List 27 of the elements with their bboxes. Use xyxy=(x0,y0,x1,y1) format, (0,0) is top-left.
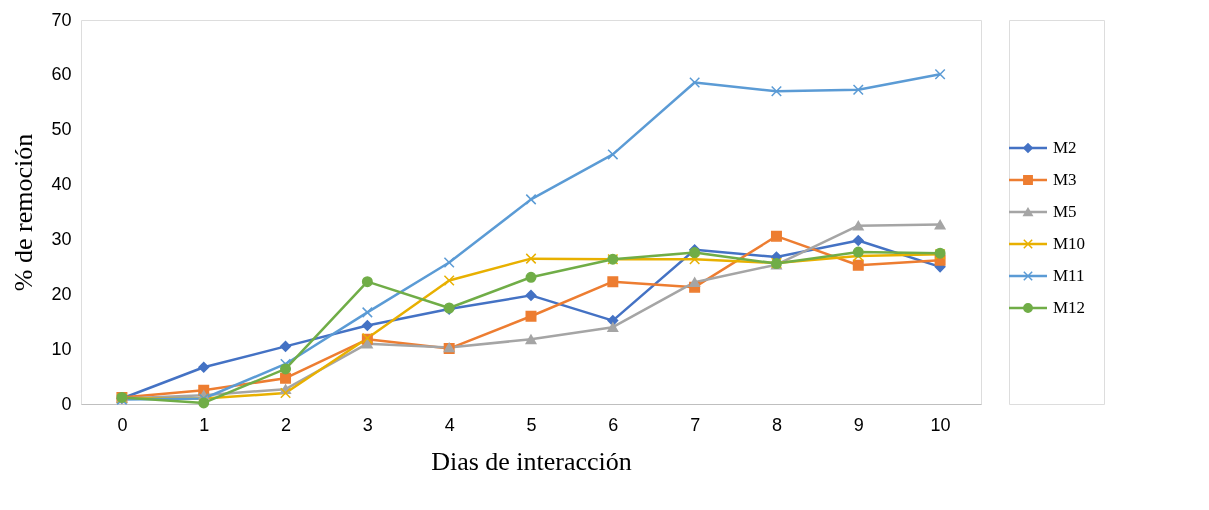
x-tick-label: 8 xyxy=(771,414,782,435)
y-tick-label: 70 xyxy=(51,9,72,30)
x-tick-label: 0 xyxy=(117,414,128,435)
legend-label: M12 xyxy=(1053,298,1086,317)
y-tick-label: 50 xyxy=(51,119,72,140)
x-tick-label: 3 xyxy=(362,414,373,435)
y-tick-label: 40 xyxy=(51,174,72,195)
y-tick-label: 0 xyxy=(61,393,72,414)
x-tick-label: 9 xyxy=(853,414,864,435)
y-tick-label: 30 xyxy=(51,228,72,249)
legend-label: M5 xyxy=(1053,202,1077,221)
legend-label: M10 xyxy=(1053,234,1086,253)
y-tick-label: 60 xyxy=(51,64,72,85)
x-tick-label: 5 xyxy=(526,414,537,435)
x-tick-label: 2 xyxy=(281,414,292,435)
legend-label: M11 xyxy=(1053,266,1085,285)
y-axis-title: % de remoción xyxy=(9,133,39,292)
x-tick-label: 10 xyxy=(930,414,951,435)
legend-label: M3 xyxy=(1053,170,1077,189)
y-tick-label: 20 xyxy=(51,283,72,304)
y-tick-label: 10 xyxy=(51,338,72,359)
x-axis-title: Dias de interacción xyxy=(431,446,632,476)
x-tick-label: 7 xyxy=(690,414,701,435)
x-tick-label: 1 xyxy=(199,414,210,435)
x-tick-label: 4 xyxy=(444,414,455,435)
legend-label: M2 xyxy=(1053,138,1077,157)
x-tick-label: 6 xyxy=(608,414,619,435)
